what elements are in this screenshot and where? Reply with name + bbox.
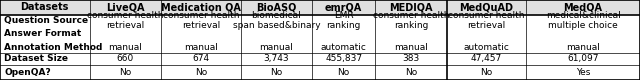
Text: 3,743: 3,743	[264, 54, 289, 63]
Text: Answer Format: Answer Format	[4, 29, 82, 38]
Text: BioASQ: BioASQ	[256, 2, 297, 12]
Text: No: No	[404, 68, 417, 77]
Text: 47,457: 47,457	[471, 54, 502, 63]
Text: 383: 383	[403, 54, 419, 63]
Text: automatic: automatic	[463, 43, 509, 52]
Text: LiveQA: LiveQA	[106, 2, 145, 12]
Text: Yes: Yes	[576, 68, 590, 77]
Text: manual: manual	[109, 43, 142, 52]
Text: MedQuAD: MedQuAD	[460, 2, 513, 12]
Text: EMR
ranking: EMR ranking	[326, 11, 361, 30]
Bar	[0, 0, 640, 15]
Text: No: No	[195, 68, 207, 77]
Text: Annotation Method: Annotation Method	[4, 43, 103, 52]
Text: No: No	[480, 68, 493, 77]
Text: manual: manual	[566, 43, 600, 52]
Text: consumer health
retrieval: consumer health retrieval	[163, 11, 239, 30]
Text: MedQA: MedQA	[564, 2, 602, 12]
Text: Dataset Size: Dataset Size	[4, 54, 68, 63]
Text: manual: manual	[184, 43, 218, 52]
Text: consumer health
retrieval: consumer health retrieval	[87, 11, 164, 30]
Text: Datasets: Datasets	[20, 2, 69, 12]
Text: medical&clinical
multiple choice: medical&clinical multiple choice	[546, 11, 620, 30]
Text: Medication QA: Medication QA	[161, 2, 241, 12]
Text: No: No	[337, 68, 350, 77]
Text: 674: 674	[193, 54, 209, 63]
Text: Question Source: Question Source	[4, 16, 88, 25]
Text: 660: 660	[117, 54, 134, 63]
Text: 61,097: 61,097	[567, 54, 599, 63]
Text: consumer health
ranking: consumer health ranking	[372, 11, 449, 30]
Text: 455,837: 455,837	[325, 54, 362, 63]
Text: biomedical
span based&binary: biomedical span based&binary	[233, 11, 320, 30]
Text: No: No	[119, 68, 132, 77]
Text: OpenQA?: OpenQA?	[4, 68, 51, 77]
Text: manual: manual	[260, 43, 293, 52]
Text: consumer health
retrieval: consumer health retrieval	[448, 11, 525, 30]
Text: MEDIQA: MEDIQA	[389, 2, 433, 12]
Text: emrQA: emrQA	[325, 2, 362, 12]
Text: No: No	[270, 68, 283, 77]
Text: manual: manual	[394, 43, 428, 52]
Text: automatic: automatic	[321, 43, 367, 52]
